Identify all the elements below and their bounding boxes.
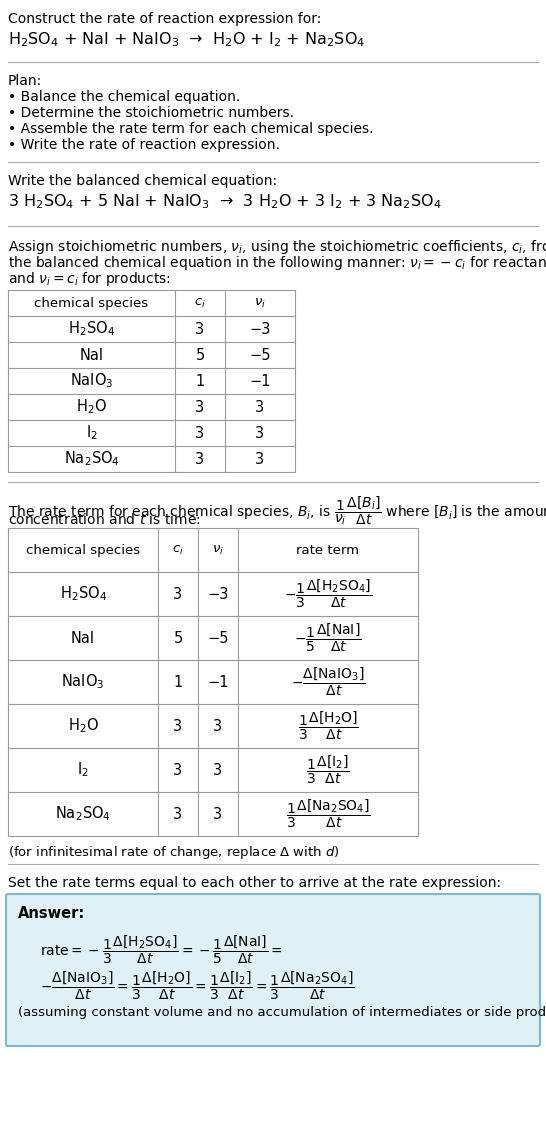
Text: rate term: rate term (296, 544, 359, 556)
Text: H$_2$SO$_4$: H$_2$SO$_4$ (68, 320, 115, 338)
Text: −1: −1 (250, 373, 271, 388)
Text: 3: 3 (256, 452, 265, 467)
Text: Answer:: Answer: (18, 906, 85, 921)
Text: H$_2$O: H$_2$O (68, 717, 98, 735)
Text: −3: −3 (207, 586, 229, 602)
Text: 3: 3 (174, 718, 182, 734)
Text: −3: −3 (250, 322, 271, 337)
Text: $\nu_i$: $\nu_i$ (254, 297, 266, 310)
Text: 3: 3 (213, 718, 223, 734)
Text: $-\dfrac{1}{5}\dfrac{\Delta[\mathrm{NaI}]}{\Delta t}$: $-\dfrac{1}{5}\dfrac{\Delta[\mathrm{NaI}… (294, 621, 362, 654)
FancyBboxPatch shape (6, 894, 540, 1046)
Text: H$_2$SO$_4$: H$_2$SO$_4$ (60, 585, 106, 603)
Text: $-\dfrac{1}{3}\dfrac{\Delta[\mathrm{H_2SO_4}]}{\Delta t}$: $-\dfrac{1}{3}\dfrac{\Delta[\mathrm{H_2S… (284, 578, 372, 610)
Text: 5: 5 (174, 630, 182, 645)
Text: 1: 1 (195, 373, 205, 388)
Text: 3 H$_2$SO$_4$ + 5 NaI + NaIO$_3$  →  3 H$_2$O + 3 I$_2$ + 3 Na$_2$SO$_4$: 3 H$_2$SO$_4$ + 5 NaI + NaIO$_3$ → 3 H$_… (8, 192, 442, 211)
Text: NaI: NaI (71, 630, 95, 645)
Text: I$_2$: I$_2$ (77, 760, 89, 780)
Text: Plan:: Plan: (8, 74, 42, 88)
Text: NaI: NaI (79, 347, 104, 363)
Text: 3: 3 (213, 762, 223, 777)
Text: concentration and $t$ is time:: concentration and $t$ is time: (8, 512, 201, 527)
Text: $\nu_i$: $\nu_i$ (212, 544, 224, 556)
Text: 3: 3 (174, 807, 182, 822)
Text: • Determine the stoichiometric numbers.: • Determine the stoichiometric numbers. (8, 106, 294, 119)
Text: Na$_2$SO$_4$: Na$_2$SO$_4$ (63, 450, 120, 469)
Text: NaIO$_3$: NaIO$_3$ (70, 372, 113, 390)
Text: (assuming constant volume and no accumulation of intermediates or side products): (assuming constant volume and no accumul… (18, 1006, 546, 1019)
Text: NaIO$_3$: NaIO$_3$ (61, 673, 105, 692)
Text: chemical species: chemical species (26, 544, 140, 556)
Text: 3: 3 (195, 322, 205, 337)
Text: 1: 1 (174, 675, 182, 690)
Text: Set the rate terms equal to each other to arrive at the rate expression:: Set the rate terms equal to each other t… (8, 876, 501, 890)
Text: 3: 3 (213, 807, 223, 822)
Text: chemical species: chemical species (34, 297, 149, 310)
Text: −1: −1 (207, 675, 229, 690)
Text: I$_2$: I$_2$ (86, 423, 97, 443)
Text: (for infinitesimal rate of change, replace Δ with $d$): (for infinitesimal rate of change, repla… (8, 844, 340, 861)
Text: the balanced chemical equation in the following manner: $\nu_i = -c_i$ for react: the balanced chemical equation in the fo… (8, 254, 546, 272)
Text: Assign stoichiometric numbers, $\nu_i$, using the stoichiometric coefficients, $: Assign stoichiometric numbers, $\nu_i$, … (8, 238, 546, 256)
Text: −5: −5 (250, 347, 271, 363)
Text: 3: 3 (195, 426, 205, 440)
Bar (8, 290, 295, 472)
Text: and $\nu_i = c_i$ for products:: and $\nu_i = c_i$ for products: (8, 270, 171, 288)
Text: 3: 3 (256, 426, 265, 440)
Text: • Balance the chemical equation.: • Balance the chemical equation. (8, 90, 240, 104)
Text: $\dfrac{1}{3}\dfrac{\Delta[\mathrm{I_2}]}{\Delta t}$: $\dfrac{1}{3}\dfrac{\Delta[\mathrm{I_2}]… (306, 753, 350, 786)
Text: Write the balanced chemical equation:: Write the balanced chemical equation: (8, 174, 277, 188)
Text: 3: 3 (174, 586, 182, 602)
Text: Na$_2$SO$_4$: Na$_2$SO$_4$ (55, 805, 111, 824)
Text: 5: 5 (195, 347, 205, 363)
Text: $-\dfrac{\Delta[\mathrm{NaIO_3}]}{\Delta t} = \dfrac{1}{3}\dfrac{\Delta[\mathrm{: $-\dfrac{\Delta[\mathrm{NaIO_3}]}{\Delta… (40, 970, 354, 1003)
Text: The rate term for each chemical species, $B_i$, is $\dfrac{1}{\nu_i}\dfrac{\Delt: The rate term for each chemical species,… (8, 494, 546, 527)
Text: $\dfrac{1}{3}\dfrac{\Delta[\mathrm{Na_2SO_4}]}{\Delta t}$: $\dfrac{1}{3}\dfrac{\Delta[\mathrm{Na_2S… (286, 798, 371, 830)
Text: $c_i$: $c_i$ (194, 297, 206, 310)
Text: 3: 3 (256, 399, 265, 414)
Text: • Write the rate of reaction expression.: • Write the rate of reaction expression. (8, 138, 280, 152)
Text: Construct the rate of reaction expression for:: Construct the rate of reaction expressio… (8, 13, 322, 26)
Text: $c_i$: $c_i$ (172, 544, 184, 556)
Text: • Assemble the rate term for each chemical species.: • Assemble the rate term for each chemic… (8, 122, 373, 137)
Bar (8, 528, 418, 836)
Text: 3: 3 (195, 399, 205, 414)
Text: H$_2$O: H$_2$O (76, 397, 107, 417)
Text: 3: 3 (195, 452, 205, 467)
Text: $-\dfrac{\Delta[\mathrm{NaIO_3}]}{\Delta t}$: $-\dfrac{\Delta[\mathrm{NaIO_3}]}{\Delta… (290, 666, 365, 699)
Text: H$_2$SO$_4$ + NaI + NaIO$_3$  →  H$_2$O + I$_2$ + Na$_2$SO$_4$: H$_2$SO$_4$ + NaI + NaIO$_3$ → H$_2$O + … (8, 30, 365, 49)
Text: $\mathrm{rate} = -\dfrac{1}{3}\dfrac{\Delta[\mathrm{H_2SO_4}]}{\Delta t} = -\dfr: $\mathrm{rate} = -\dfrac{1}{3}\dfrac{\De… (40, 934, 283, 966)
Text: 3: 3 (174, 762, 182, 777)
Text: −5: −5 (207, 630, 229, 645)
Text: $\dfrac{1}{3}\dfrac{\Delta[\mathrm{H_2O}]}{\Delta t}$: $\dfrac{1}{3}\dfrac{\Delta[\mathrm{H_2O}… (298, 710, 359, 742)
